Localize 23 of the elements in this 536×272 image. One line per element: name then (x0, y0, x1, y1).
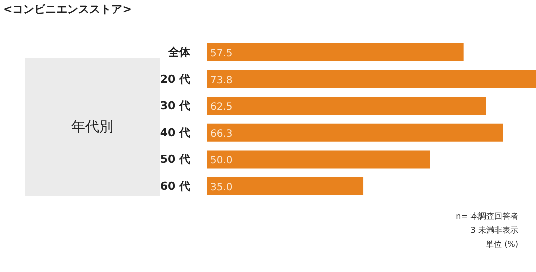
data-label: 50.0 (210, 156, 233, 167)
bar (208, 44, 464, 62)
data-label: 35.0 (210, 182, 233, 194)
y-tick-label: 全体 (168, 46, 192, 59)
bar (208, 97, 486, 116)
bar (208, 70, 536, 88)
text: 3 未満非表示 (470, 226, 519, 235)
y-tick-label: 20 代 (160, 72, 191, 86)
data-label: 57.5 (210, 48, 233, 60)
text: 単位 (%) (486, 240, 519, 249)
text: n= 本調査回答者 (456, 212, 519, 221)
bar (208, 150, 430, 169)
bar (208, 124, 504, 142)
bar (208, 178, 364, 196)
y-tick-label: 30 代 (160, 100, 191, 113)
y-tick-label: 40 代 (160, 126, 191, 140)
y-axis-title: 年代別 (72, 120, 114, 136)
data-label: 73.8 (210, 75, 233, 86)
y-tick-label: 50 代 (160, 153, 191, 166)
text: <コンビニエンスストア> (4, 3, 132, 16)
y-tick-label: 60 代 (160, 180, 191, 193)
data-label: 62.5 (210, 102, 233, 114)
data-label: 66.3 (210, 128, 233, 140)
